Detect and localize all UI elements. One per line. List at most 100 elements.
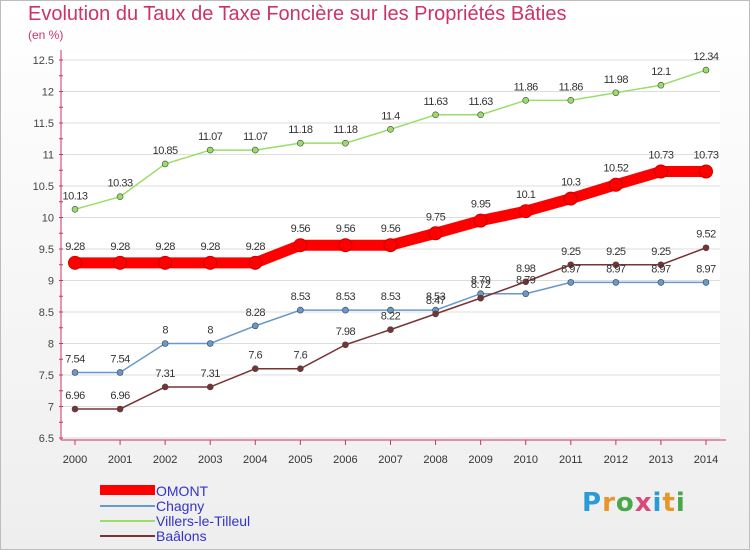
data-point-omont [383, 238, 398, 253]
data-label-omont: 9.56 [291, 223, 311, 235]
data-label-chagny: 8.97 [606, 263, 626, 275]
x-tick-label: 2001 [108, 454, 132, 466]
data-point-chagny [657, 279, 665, 286]
logo-letter: i [652, 488, 663, 518]
data-label-villers-le-tilleul: 11.07 [243, 131, 268, 143]
data-label-villers-le-tilleul: 11.07 [198, 131, 223, 143]
data-point-chagny [116, 369, 124, 376]
data-label-ba-lons: 7.98 [336, 326, 356, 338]
logo-letter: P [582, 488, 603, 518]
data-point-villers-le-tilleul [342, 139, 349, 147]
data-label-chagny: 8.79 [471, 275, 491, 287]
data-label-omont: 9.56 [381, 223, 401, 235]
data-point-omont [563, 191, 578, 206]
data-point-villers-le-tilleul [116, 193, 124, 201]
data-label-chagny: 8.53 [291, 291, 311, 303]
data-point-chagny [387, 306, 394, 314]
logo-letter: i [675, 488, 686, 518]
data-point-omont [473, 213, 488, 228]
y-tick-label: 9 [48, 276, 54, 288]
legend-swatch-villers [100, 520, 155, 522]
legend-swatch-chagny [100, 505, 155, 507]
data-label-chagny: 8.28 [246, 307, 266, 319]
logo-letter: o [615, 488, 635, 518]
y-tick-label: 7.5 [39, 370, 54, 382]
data-label-omont: 9.95 [471, 199, 491, 211]
data-label-villers-le-tilleul: 11.86 [514, 81, 539, 93]
data-label-chagny: 8.97 [651, 263, 671, 275]
data-point-ba-lons [161, 383, 169, 391]
data-point-villers-le-tilleul [657, 81, 665, 89]
data-label-ba-lons: 8.22 [381, 311, 401, 323]
data-label-villers-le-tilleul: 11.63 [423, 96, 448, 108]
data-label-chagny: 7.54 [65, 353, 85, 365]
data-label-villers-le-tilleul: 11.18 [288, 124, 313, 136]
data-label-chagny: 8.53 [426, 291, 446, 303]
x-tick-label: 2011 [559, 454, 583, 466]
data-label-ba-lons: 8.47 [426, 295, 446, 307]
data-point-ba-lons [612, 261, 620, 269]
data-point-ba-lons [387, 326, 394, 333]
data-point-chagny [567, 279, 575, 286]
data-point-ba-lons [477, 294, 484, 302]
legend-label-omont: OMONT [156, 483, 209, 499]
data-label-ba-lons: 8.98 [516, 263, 536, 275]
data-point-omont [158, 255, 173, 270]
data-label-villers-le-tilleul: 10.85 [153, 145, 178, 157]
data-point-chagny [251, 322, 259, 330]
data-label-ba-lons: 9.25 [606, 246, 626, 258]
y-tick-label: 6.5 [39, 433, 54, 445]
data-label-villers-le-tilleul: 11.18 [333, 124, 358, 136]
data-point-villers-le-tilleul [387, 126, 394, 133]
data-point-ba-lons [657, 261, 665, 269]
data-label-omont: 9.28 [201, 241, 221, 253]
data-point-chagny [702, 279, 710, 286]
data-label-villers-le-tilleul: 11.63 [469, 96, 494, 108]
data-label-chagny: 8.79 [516, 275, 536, 287]
legend-swatch-baalons [100, 535, 155, 537]
legend-label-villers: Villers-le-Tilleul [156, 513, 251, 529]
data-point-ba-lons [522, 278, 530, 286]
x-tick-label: 2014 [694, 454, 718, 466]
data-point-chagny [161, 340, 169, 347]
data-point-omont [608, 177, 623, 192]
logo-letter: x [634, 488, 653, 518]
data-label-omont: 10.73 [648, 150, 673, 162]
x-tick-label: 2012 [604, 454, 628, 466]
logo-letter: t [662, 488, 676, 518]
data-point-ba-lons [567, 261, 575, 269]
x-tick-label: 2006 [333, 454, 357, 466]
data-label-ba-lons: 8.72 [471, 279, 491, 291]
data-label-ba-lons: 6.96 [65, 390, 85, 402]
data-point-chagny [297, 306, 304, 314]
chart-title: Evolution du Taux de Taxe Foncière sur l… [28, 3, 567, 25]
data-label-omont: 10.1 [516, 189, 536, 201]
x-tick-label: 2002 [153, 454, 177, 466]
data-point-ba-lons [71, 405, 79, 413]
data-label-ba-lons: 9.52 [696, 229, 716, 241]
data-point-ba-lons [702, 244, 710, 252]
y-tick-label: 7 [48, 402, 54, 414]
data-label-omont: 9.75 [426, 211, 446, 223]
data-label-ba-lons: 7.6 [293, 350, 307, 362]
data-point-ba-lons [342, 341, 349, 349]
data-label-villers-le-tilleul: 10.33 [108, 178, 133, 190]
data-point-omont [338, 238, 353, 253]
data-label-ba-lons: 7.6 [248, 350, 262, 362]
data-label-omont: 9.28 [65, 241, 85, 253]
data-label-ba-lons: 7.31 [155, 368, 175, 380]
data-point-ba-lons [251, 365, 259, 373]
x-tick-label: 2005 [288, 454, 312, 466]
data-point-omont [653, 164, 668, 179]
data-point-ba-lons [432, 310, 439, 318]
data-point-chagny [522, 290, 530, 298]
data-point-omont [203, 255, 218, 270]
data-label-villers-le-tilleul: 11.86 [559, 81, 584, 93]
data-label-villers-le-tilleul: 11.4 [381, 110, 400, 122]
legend-label-chagny: Chagny [156, 498, 205, 514]
data-point-chagny [612, 279, 620, 286]
data-label-omont: 9.28 [110, 241, 130, 253]
data-label-omont: 9.28 [155, 241, 175, 253]
data-point-villers-le-tilleul [161, 160, 169, 168]
